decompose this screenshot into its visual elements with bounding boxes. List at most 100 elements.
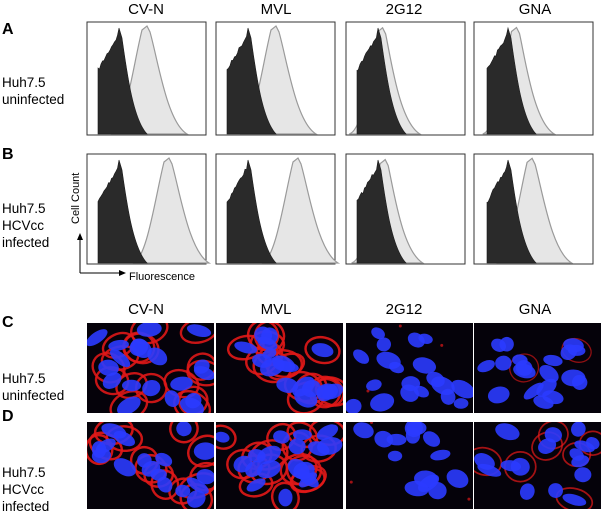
membrane-stain: [105, 425, 144, 453]
micrograph-c-gna: [474, 323, 601, 413]
nucleus: [233, 455, 253, 473]
nucleus: [248, 449, 266, 463]
nucleus: [176, 422, 192, 437]
nucleus: [428, 481, 447, 500]
col-header-2g12-top: 2G12: [385, 1, 423, 18]
nucleus: [193, 359, 210, 374]
nucleus: [288, 438, 306, 455]
histogram-b-2g12: [345, 153, 466, 265]
nucleus: [101, 423, 127, 439]
micrograph-d-mvl: [216, 422, 343, 509]
nucleus: [256, 460, 281, 479]
panel-letter-d: D: [2, 408, 14, 425]
micrograph-c-2g12: [346, 323, 473, 413]
nucleus: [386, 433, 407, 446]
nucleus: [574, 467, 592, 483]
nucleus: [108, 339, 129, 351]
nucleus: [155, 452, 173, 467]
nucleus: [430, 449, 451, 461]
nucleus: [157, 476, 173, 493]
nucleus: [292, 376, 315, 397]
control-histogram: [486, 159, 537, 264]
nucleus: [371, 327, 385, 340]
nucleus: [426, 371, 445, 388]
membrane-speck: [370, 422, 374, 425]
membrane-stain: [474, 446, 503, 477]
nucleus: [376, 351, 401, 370]
x-axis-label: Fluorescence: [129, 271, 196, 283]
col-header-gna-bottom: GNA: [518, 301, 552, 318]
nucleus: [571, 422, 586, 437]
nucleus: [316, 385, 335, 402]
control-histogram: [356, 159, 407, 264]
nucleus: [370, 393, 395, 412]
nucleus: [387, 450, 403, 462]
membrane-stain: [531, 431, 563, 461]
membrane-stain: [270, 481, 300, 509]
micrograph-d-gna: [474, 422, 601, 509]
nucleus: [548, 483, 564, 498]
nucleus: [404, 480, 429, 497]
y-axis-arrowhead: [77, 233, 83, 240]
nucleus: [512, 354, 528, 366]
figure: [77, 21, 601, 509]
nucleus: [170, 376, 193, 391]
nucleus: [186, 324, 212, 337]
col-header-mvl-bottom: MVL: [260, 301, 292, 318]
nucleus: [216, 431, 230, 443]
control-histogram: [486, 26, 537, 135]
row-label-c: Huh7.5 uninfected: [2, 371, 65, 403]
nucleus: [193, 442, 214, 460]
nucleus: [495, 423, 520, 441]
stain-histogram: [261, 157, 341, 264]
nucleus: [519, 483, 535, 500]
nucleus: [185, 392, 202, 409]
y-axis-label: Cell Count: [70, 172, 82, 224]
nucleus: [491, 338, 507, 352]
nucleus: [405, 427, 421, 444]
nucleus: [257, 336, 278, 351]
nucleus: [440, 388, 456, 405]
nucleus: [567, 344, 586, 356]
row-label-b: Huh7.5 HCVcc infected: [2, 201, 50, 250]
nucleus: [142, 379, 161, 397]
membrane-stain: [537, 422, 569, 450]
nucleus: [451, 379, 473, 399]
axis-arrows: [77, 233, 126, 276]
control-histogram: [226, 159, 277, 264]
nucleus: [453, 398, 469, 409]
membrane-speck: [440, 343, 444, 347]
row-label-a: Huh7.5 uninfected: [2, 75, 65, 107]
nucleus: [311, 343, 334, 358]
nucleus: [186, 490, 206, 508]
control-histogram: [97, 27, 148, 135]
nucleus: [175, 484, 191, 498]
micrograph-c-cvn: [87, 323, 214, 413]
histogram-b-gna: [473, 153, 594, 265]
control-histogram: [97, 159, 148, 264]
nucleus: [353, 422, 374, 439]
panel-letter-c: C: [2, 314, 14, 331]
membrane-stain: [216, 424, 237, 450]
nucleus: [113, 458, 136, 477]
nucleus: [569, 448, 584, 461]
membrane-stain: [134, 453, 168, 484]
membrane-speck: [467, 497, 471, 501]
nucleus: [423, 431, 441, 447]
nucleus: [477, 463, 502, 477]
nucleus: [366, 379, 382, 391]
nucleus: [539, 364, 559, 383]
stain-histogram: [132, 157, 212, 264]
control-histogram: [226, 27, 277, 135]
nucleus: [272, 355, 296, 372]
nucleus: [164, 390, 180, 408]
row-label-d: Huh7.5 HCVcc infected: [2, 465, 50, 514]
histogram-a-2g12: [345, 21, 466, 136]
membrane-stain: [93, 422, 134, 446]
col-header-mvl-top: MVL: [260, 1, 292, 18]
nucleus: [346, 398, 362, 413]
membrane-stain: [561, 337, 592, 363]
nucleus: [376, 337, 391, 352]
x-axis-arrowhead: [119, 270, 126, 276]
membrane-stain: [246, 323, 280, 352]
